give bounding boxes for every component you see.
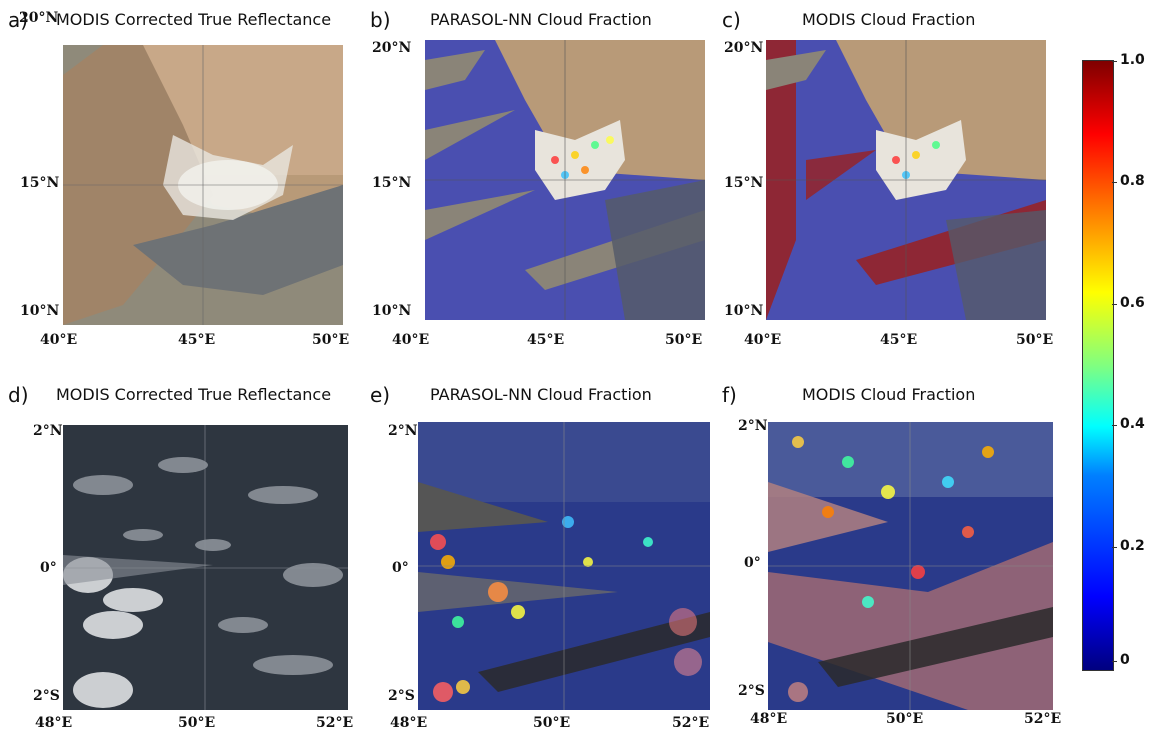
lat-label: 15°N xyxy=(20,175,60,191)
panel-title: MODIS Cloud Fraction xyxy=(802,385,976,404)
colorbar-tick-label: 0.8 xyxy=(1120,173,1145,189)
lat-label: 2°N xyxy=(33,423,63,439)
panel-letter: c) xyxy=(722,8,741,32)
lat-label: 2°S xyxy=(738,683,765,699)
colorbar-tick xyxy=(1112,547,1117,548)
lon-label: 52°E xyxy=(1024,711,1062,727)
lat-label: 0° xyxy=(392,560,409,576)
lon-label: 52°E xyxy=(672,715,710,731)
colorbar-tick-label: 0.4 xyxy=(1120,416,1145,432)
lon-label: 48°E xyxy=(35,715,73,731)
lon-label: 50°E xyxy=(665,332,703,348)
cloud-fraction-map-parasol-nn-somalia xyxy=(418,422,710,710)
lat-label: 0° xyxy=(40,560,57,576)
lat-label: 2°S xyxy=(388,688,415,704)
lon-label: 52°E xyxy=(316,715,354,731)
satellite-image-somalia-true-color xyxy=(63,425,348,710)
lon-label: 50°E xyxy=(312,332,350,348)
lon-label: 48°E xyxy=(750,711,788,727)
panel-letter: b) xyxy=(370,8,391,32)
panel-title: PARASOL-NN Cloud Fraction xyxy=(430,10,652,29)
satellite-image-yemen-true-color xyxy=(63,45,343,325)
lat-label: 2°N xyxy=(388,423,418,439)
lat-label: 10°N xyxy=(372,303,412,319)
lon-label: 45°E xyxy=(880,332,918,348)
lon-label: 50°E xyxy=(533,715,571,731)
lat-label: 15°N xyxy=(724,175,764,191)
colorbar-tick xyxy=(1112,304,1117,305)
lat-label: 10°N xyxy=(20,303,60,319)
panel-title: MODIS Corrected True Reflectance xyxy=(56,10,332,29)
colorbar-tick xyxy=(1112,661,1117,662)
panel-letter: a) xyxy=(8,8,29,32)
lat-label: 20°N xyxy=(372,40,412,56)
panel-title: MODIS Corrected True Reflectance xyxy=(56,385,332,404)
panel-letter: e) xyxy=(370,383,391,407)
lon-label: 40°E xyxy=(392,332,430,348)
panel-letter: f) xyxy=(722,383,737,407)
colorbar-tick-label: 0.6 xyxy=(1120,295,1145,311)
colorbar-tick-label: 0.2 xyxy=(1120,538,1145,554)
colorbar-tick xyxy=(1112,61,1117,62)
lat-label: 20°N xyxy=(724,40,764,56)
lon-label: 40°E xyxy=(40,332,78,348)
colorbar-tick xyxy=(1112,425,1117,426)
cloud-fraction-map-modis-yemen xyxy=(766,40,1046,320)
lon-label: 45°E xyxy=(527,332,565,348)
lon-label: 48°E xyxy=(390,715,428,731)
panel-title: MODIS Cloud Fraction xyxy=(802,10,976,29)
lat-label: 0° xyxy=(744,555,761,571)
lat-label: 2°N xyxy=(738,418,768,434)
lon-label: 50°E xyxy=(886,711,924,727)
lat-label: 15°N xyxy=(372,175,412,191)
lat-label: 10°N xyxy=(724,303,764,319)
cloud-fraction-map-parasol-nn-yemen xyxy=(425,40,705,320)
lon-label: 50°E xyxy=(1016,332,1054,348)
colorbar-tick xyxy=(1112,182,1117,183)
cloud-fraction-map-modis-somalia xyxy=(768,422,1053,710)
lon-label: 40°E xyxy=(744,332,782,348)
colorbar xyxy=(1082,60,1114,671)
colorbar-tick-label: 0 xyxy=(1120,652,1130,668)
lon-label: 45°E xyxy=(178,332,216,348)
lat-label: 20°N xyxy=(19,10,59,26)
lon-label: 50°E xyxy=(178,715,216,731)
panel-title: PARASOL-NN Cloud Fraction xyxy=(430,385,652,404)
panel-letter: d) xyxy=(8,383,29,407)
colorbar-tick-label: 1.0 xyxy=(1120,52,1145,68)
lat-label: 2°S xyxy=(33,688,60,704)
